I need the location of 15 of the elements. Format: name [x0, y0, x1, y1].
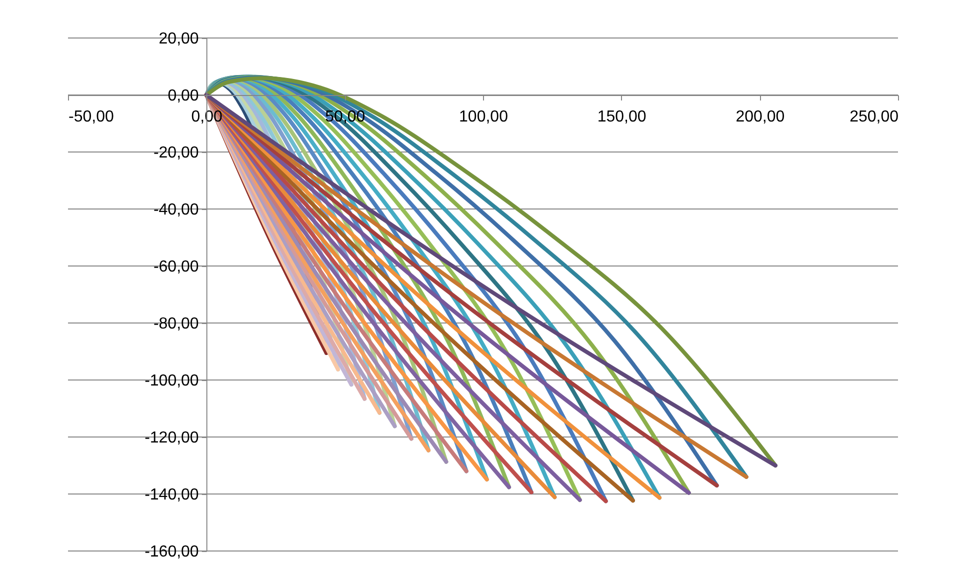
y-tick-label: -120,00: [144, 430, 199, 446]
y-tick-label: -80,00: [153, 316, 199, 332]
y-tick-label: 0,00: [168, 88, 199, 104]
x-tick-label: 250,00: [850, 108, 899, 126]
y-tick-label: -40,00: [153, 202, 199, 218]
x-tick-label: 200,00: [736, 108, 785, 126]
y-tick-label: -100,00: [144, 372, 199, 390]
x-tick-label: 100,00: [459, 108, 508, 126]
y-tick-label: -160,00: [144, 544, 199, 560]
y-tick-label: 20,00: [158, 30, 199, 48]
y-tick-label: -20,00: [153, 144, 199, 162]
y-tick-label: -60,00: [153, 258, 199, 276]
y-tick-label: -140,00: [144, 486, 199, 504]
x-tick-label: 150,00: [597, 108, 646, 126]
x-tick-label: -50,00: [68, 108, 114, 126]
